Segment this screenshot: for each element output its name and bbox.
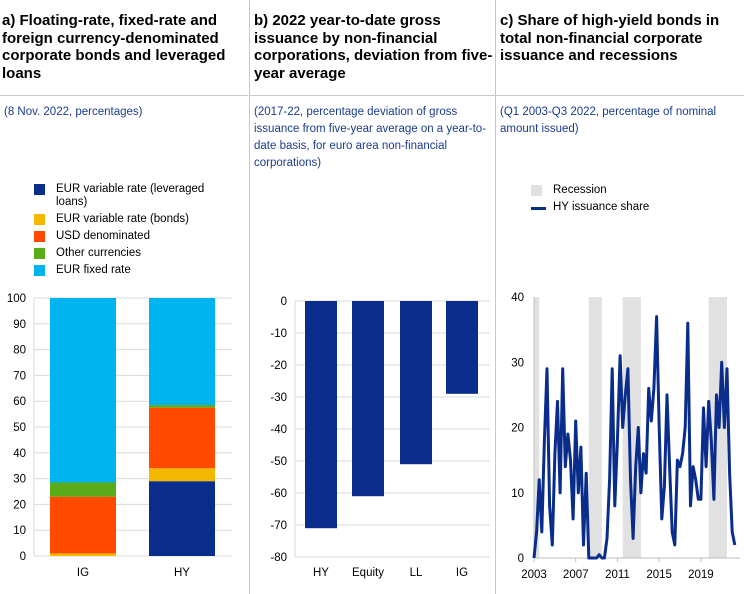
- y-tick-label: 70: [13, 370, 26, 382]
- panel-b: b) 2022 year-to-date gross issuance by n…: [249, 0, 495, 594]
- x-tick-label: 2003: [521, 569, 547, 581]
- bar-ig-other-currencies: [50, 482, 116, 497]
- x-tick-label: Equity: [352, 567, 384, 579]
- y-tick-label: 60: [13, 396, 26, 408]
- y-tick-label: 0: [281, 296, 287, 308]
- y-tick-label: 30: [13, 474, 26, 486]
- x-tick-label: 2011: [605, 569, 630, 581]
- bar-hy-eur-variable-rate-leveraged-loans: [149, 481, 215, 556]
- legend-item: Recession: [531, 184, 731, 197]
- legend-label: HY issuance share: [553, 201, 650, 213]
- panel-c-subtitle: (Q1 2003-Q3 2022, percentage of nominal …: [500, 106, 717, 135]
- y-tick-label: -50: [270, 456, 287, 468]
- y-tick-label: -60: [270, 488, 287, 500]
- legend-a: EUR variable rate (leveraged loans) EUR v…: [34, 183, 224, 281]
- legend-swatch: [34, 248, 45, 259]
- x-tick-label: HY: [313, 567, 329, 579]
- y-tick-label: -40: [270, 424, 287, 436]
- bar-ig-eur-fixed-rate: [50, 298, 116, 483]
- legend-label: Other currencies: [56, 247, 142, 259]
- y-tick-label: 40: [13, 448, 26, 460]
- panel-a-subtitle: (8 Nov. 2022, percentages): [4, 106, 143, 118]
- x-tick-label: 2019: [688, 569, 714, 581]
- bar-hy-eur-variable-rate-bonds: [149, 468, 215, 482]
- bar-ig-eur-variable-rate-bonds: [50, 553, 116, 556]
- legend-c: Recession HY issuance share: [531, 184, 731, 218]
- y-tick-label: 10: [13, 525, 26, 537]
- y-tick-label: -10: [270, 328, 287, 340]
- legend-item: EUR variable rate (bonds): [34, 213, 224, 226]
- y-tick-label: 0: [518, 553, 524, 565]
- panel-a: a) Floating-rate, fixed-rate and foreign…: [0, 0, 248, 594]
- y-tick-label: 10: [511, 488, 524, 500]
- y-tick-label: 20: [511, 423, 524, 435]
- legend-label: Recession: [553, 184, 607, 196]
- recession-band: [622, 297, 641, 558]
- legend-item: HY issuance share: [531, 201, 731, 214]
- x-tick-label: 2007: [563, 569, 589, 581]
- y-tick-label: 20: [13, 499, 26, 511]
- legend-label: EUR fixed rate: [56, 264, 131, 276]
- y-tick-label: 100: [7, 293, 26, 305]
- bar-ig: [446, 301, 478, 394]
- bar-hy-eur-fixed-rate: [149, 298, 215, 406]
- bar-equity: [352, 301, 384, 497]
- legend-swatch: [34, 214, 45, 225]
- x-tick-label: 2015: [646, 569, 672, 581]
- x-tick-label: LL: [410, 567, 423, 579]
- legend-swatch: [531, 185, 542, 196]
- y-tick-label: 30: [511, 357, 524, 369]
- legend-swatch: [34, 231, 45, 242]
- legend-label: EUR variable rate (bonds): [56, 213, 189, 225]
- series-line-hy-issuance-share: [532, 315, 737, 560]
- x-tick-label: HY: [174, 567, 190, 579]
- chart-b: 0 -10 -20 -30 -40 -50 -60 -70 -80 HY Equity LL IG: [270, 296, 490, 579]
- y-tick-label: -70: [270, 520, 287, 532]
- recession-band: [534, 297, 540, 558]
- y-tick-label: -20: [270, 360, 287, 372]
- y-tick-label: -80: [270, 552, 287, 564]
- legend-item: EUR fixed rate: [34, 264, 224, 277]
- chart-c: 0 10 20 30 40 2003 2007 2011 2015 2019: [511, 292, 740, 581]
- chart-a: 0 10 20 30 40 50 60 70 80 90 100 IG HY: [7, 293, 232, 579]
- panel-b-separator: [250, 95, 495, 96]
- legend-swatch: [34, 265, 45, 276]
- legend-swatch: [34, 184, 45, 195]
- y-tick-label: 40: [511, 292, 524, 304]
- recession-band: [588, 297, 602, 558]
- y-tick-label: 0: [20, 551, 26, 563]
- bar-ll: [400, 301, 432, 465]
- legend-item: Other currencies: [34, 247, 224, 260]
- bar-hy-other-currencies: [149, 405, 215, 408]
- bar-hy: [305, 301, 337, 529]
- legend-item: EUR variable rate (leveraged loans): [34, 183, 224, 209]
- x-tick-label: IG: [77, 567, 89, 579]
- bar-hy-usd-denominated: [149, 407, 215, 469]
- y-tick-label: 50: [13, 422, 26, 434]
- bar-ig-usd-denominated: [50, 496, 116, 554]
- panel-a-title: a) Floating-rate, fixed-rate and foreign…: [2, 12, 226, 82]
- legend-swatch: [531, 207, 546, 210]
- x-tick-label: IG: [456, 567, 468, 579]
- panel-b-title: b) 2022 year-to-date gross issuance by n…: [254, 12, 493, 82]
- legend-label: EUR variable rate (leveraged loans): [56, 183, 205, 208]
- panel-c: c) Share of high-yield bonds in total no…: [495, 0, 744, 594]
- y-tick-label: 80: [13, 345, 26, 357]
- legend-label: USD denominated: [56, 230, 150, 242]
- y-tick-label: -30: [270, 392, 287, 404]
- panel-b-subtitle: (2017-22, percentage deviation of gross …: [254, 106, 487, 169]
- panel-c-title: c) Share of high-yield bonds in total no…: [500, 12, 720, 64]
- y-tick-label: 90: [13, 319, 26, 331]
- legend-item: USD denominated: [34, 230, 224, 243]
- panel-c-separator: [496, 95, 744, 96]
- panel-a-separator: [0, 95, 248, 96]
